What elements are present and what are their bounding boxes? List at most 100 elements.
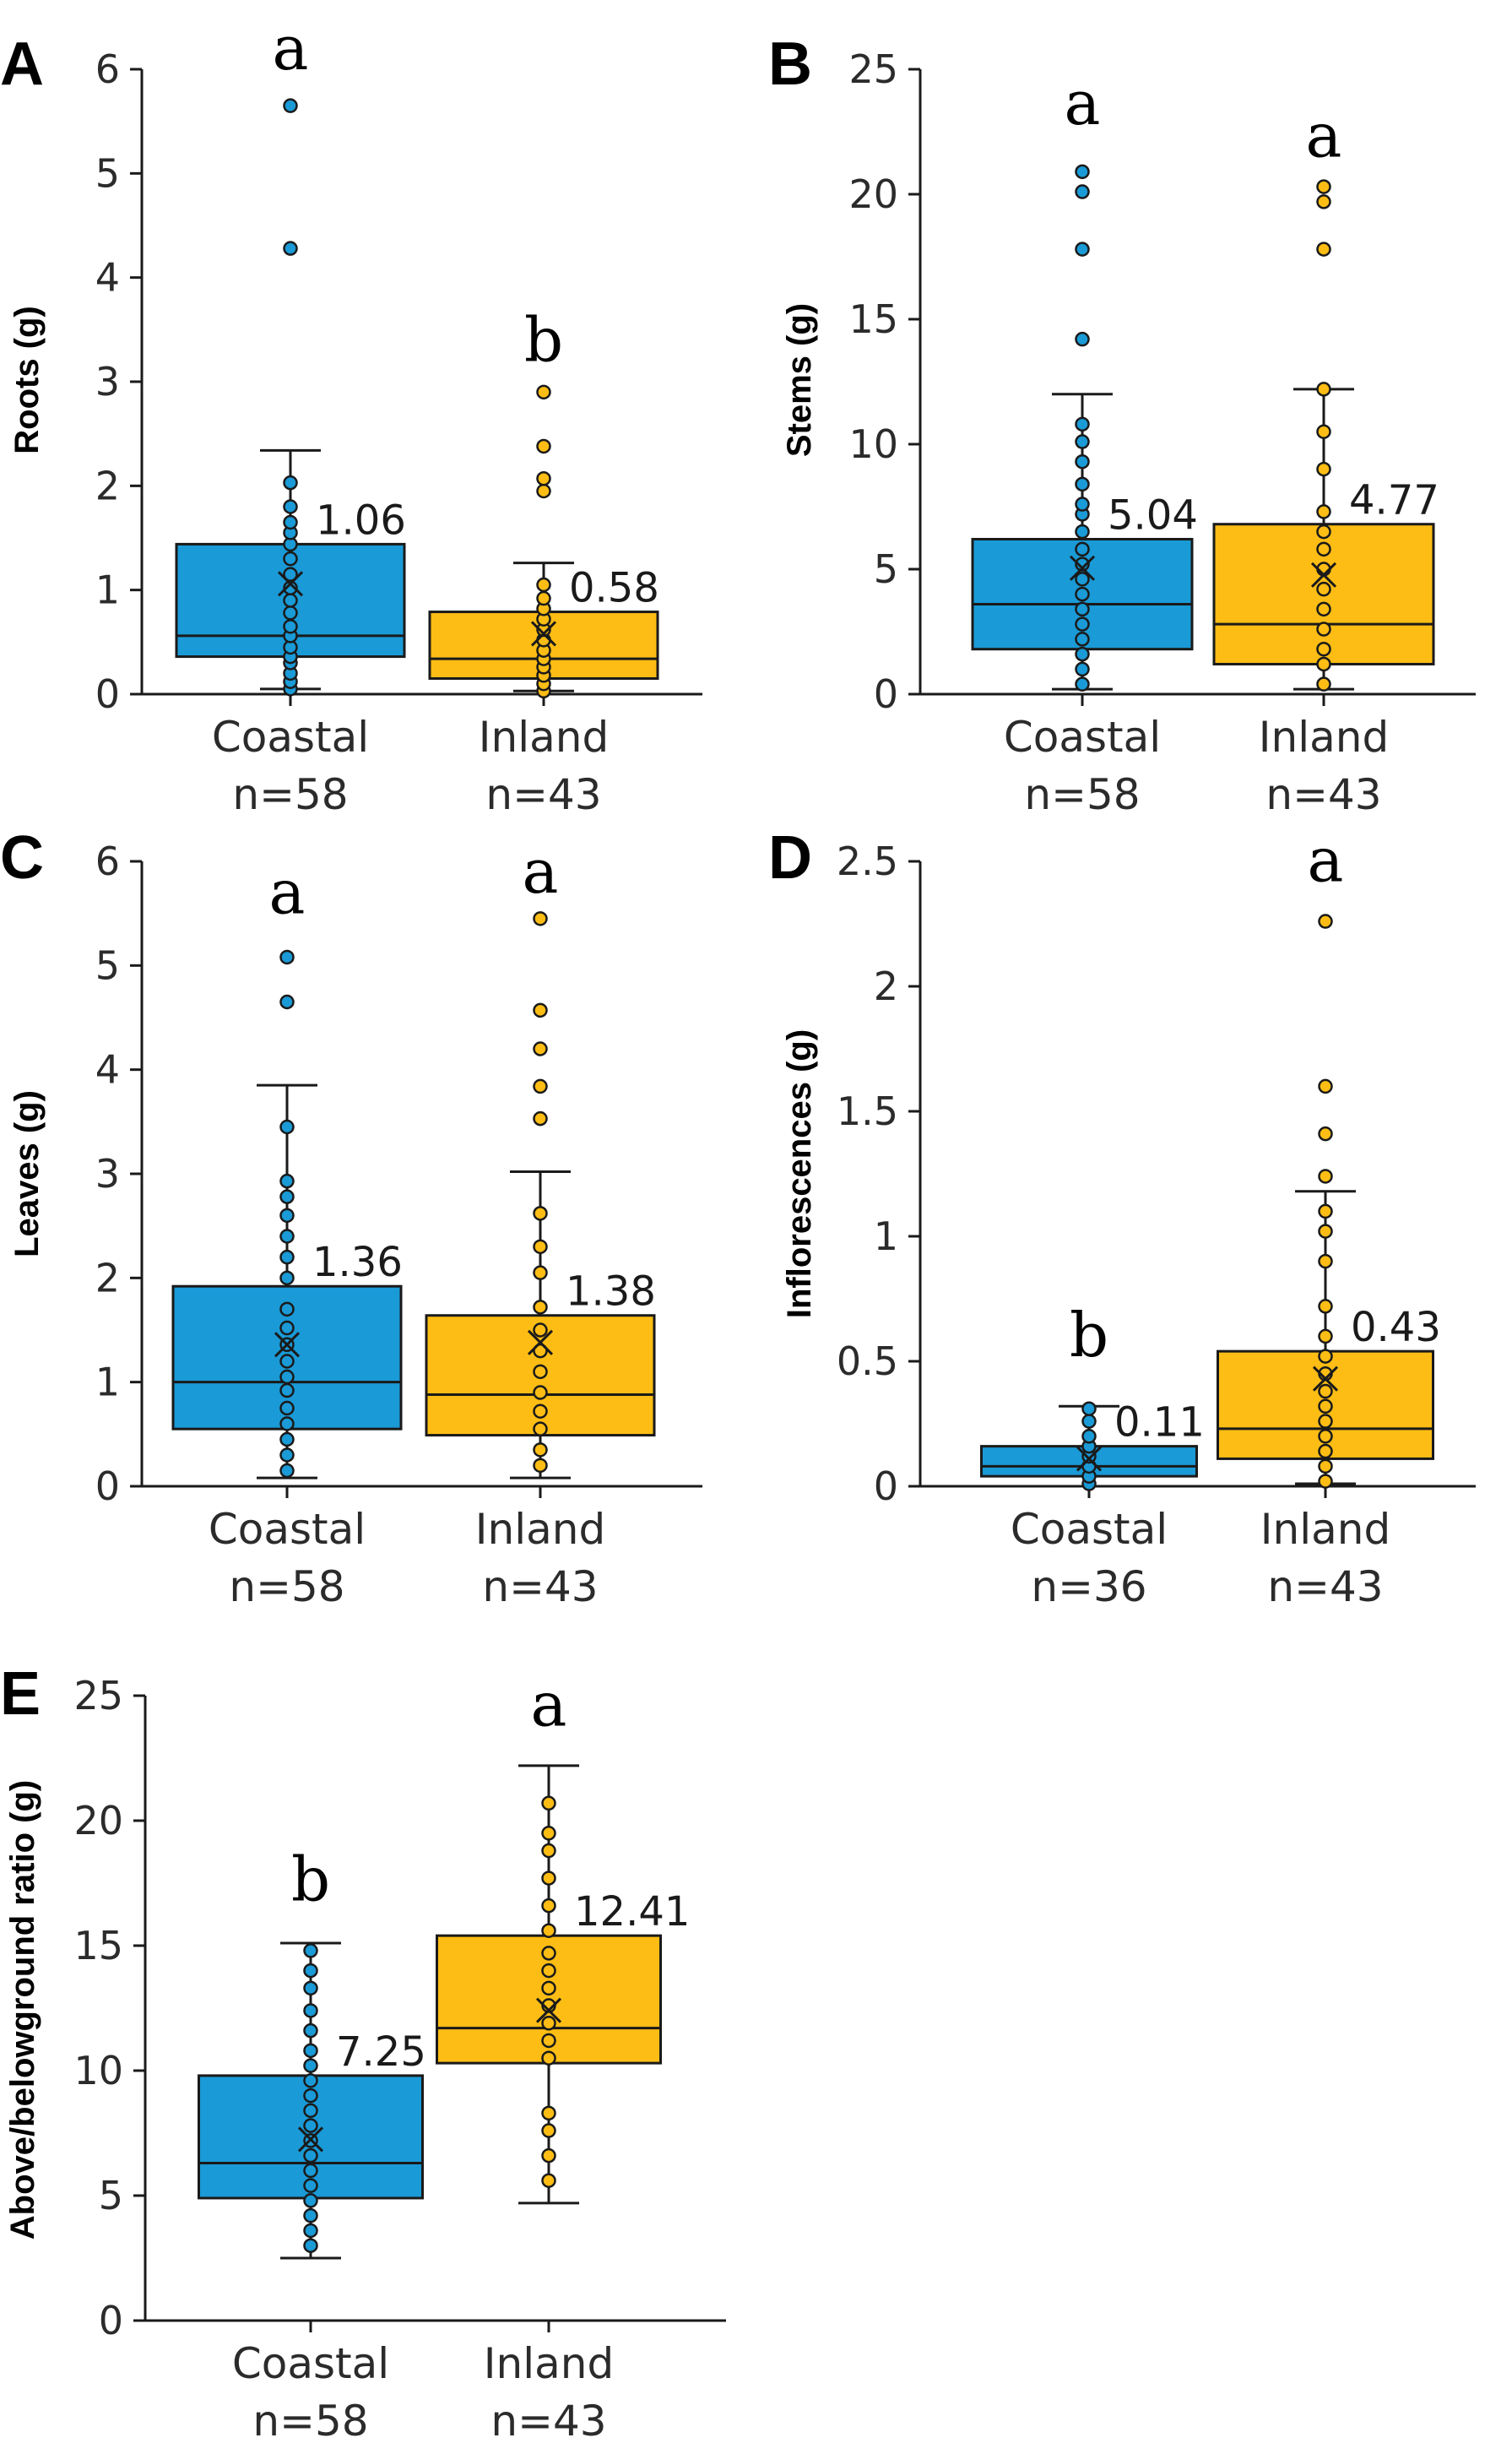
mean-marker — [1310, 562, 1337, 588]
y-tick-label: 0 — [874, 1463, 898, 1509]
mean-label: 1.38 — [566, 1268, 656, 1316]
data-point — [1318, 1203, 1333, 1219]
data-point — [1075, 434, 1090, 449]
panel-letter: D — [768, 824, 812, 892]
plot-area: 0 5 10 15 20 25 7.25 b Coastal n=58 12.41 a Inland n=… — [73, 1669, 726, 2446]
data-point — [1075, 184, 1090, 199]
data-point — [303, 2118, 318, 2133]
y-tick-label: 6 — [95, 839, 120, 884]
y-tick-label: 1.5 — [837, 1089, 898, 1134]
y-tick-label: 0 — [874, 671, 898, 717]
data-point — [303, 2147, 318, 2164]
y-tick-label: 1 — [874, 1213, 898, 1259]
significance-letter: a — [269, 857, 306, 928]
data-point — [303, 2058, 318, 2073]
sample-size-label: n=43 — [490, 2397, 606, 2446]
data-point — [541, 2033, 556, 2049]
data-point — [536, 590, 551, 606]
y-tick-label: 2.5 — [837, 839, 898, 884]
data-point — [303, 2238, 318, 2253]
data-point — [1318, 1328, 1333, 1344]
mean-marker — [297, 2126, 324, 2153]
data-point — [279, 1354, 295, 1369]
data-point — [541, 2173, 556, 2188]
data-point — [303, 2207, 318, 2223]
data-point — [1316, 382, 1331, 397]
data-point — [279, 949, 295, 965]
data-point — [283, 98, 298, 113]
y-axis-label: Above/belowground ratio (g) — [4, 1780, 41, 2240]
data-point — [303, 2163, 318, 2179]
plot-area: 0 1 2 3 4 5 6 1.36 a Coastal n=58 1.38 a Inland n=43 — [95, 836, 702, 1611]
plot-area: 0 0.5 1 1.5 2 2.5 0.11b Coastal n=36 0.43 a Inland n… — [837, 825, 1476, 1611]
data-point — [1075, 601, 1090, 617]
data-point — [1316, 622, 1331, 637]
data-point — [279, 1447, 295, 1463]
data-point — [1318, 1414, 1333, 1429]
data-point — [533, 1078, 548, 1094]
y-tick-label: 1 — [95, 1360, 120, 1405]
mean-label: 7.25 — [336, 2028, 426, 2076]
y-tick-label: 4 — [95, 1047, 120, 1093]
panel-a: A Roots (g) 0 1 2 3 4 5 6 1.06 a Coastal n=58 0.58 b… — [0, 13, 702, 819]
data-point — [1318, 1349, 1333, 1364]
mean-label: 1.06 — [316, 497, 406, 544]
mean-marker — [1076, 1446, 1103, 1472]
data-point — [1318, 1126, 1333, 1142]
data-point — [1081, 1401, 1097, 1416]
data-point — [533, 1265, 548, 1280]
significance-letter: a — [1306, 100, 1342, 171]
data-point — [279, 1119, 295, 1135]
data-point — [533, 1458, 548, 1474]
data-point — [1075, 524, 1090, 540]
y-axis-label: Stems (g) — [781, 303, 818, 457]
data-point — [533, 1206, 548, 1221]
data-point — [279, 1173, 295, 1189]
sample-size-label: n=36 — [1031, 1562, 1146, 1611]
data-point — [1318, 1443, 1333, 1459]
data-point — [536, 384, 551, 400]
data-point — [303, 1980, 318, 1996]
data-point — [1316, 524, 1331, 540]
data-point — [1318, 1299, 1333, 1314]
data-point — [541, 2123, 556, 2138]
data-point — [303, 2073, 318, 2088]
plot-area: 0 1 2 3 4 5 6 1.06 a Coastal n=58 0.58 b Inland n=43 — [95, 13, 702, 819]
data-point — [1075, 242, 1090, 257]
data-point — [533, 1442, 548, 1458]
mean-label: 0.11 — [1114, 1399, 1205, 1447]
data-point — [303, 2223, 318, 2239]
category-label: Inland — [479, 713, 609, 762]
mean-label: 0.43 — [1351, 1304, 1441, 1351]
y-tick-label: 0 — [95, 671, 120, 717]
data-point — [1081, 1429, 1097, 1444]
data-point — [303, 1963, 318, 1979]
data-point — [1316, 194, 1331, 209]
data-point — [533, 1239, 548, 1255]
data-point — [303, 2043, 318, 2059]
y-tick-label: 5 — [874, 546, 898, 592]
sample-size-label: n=43 — [1267, 1562, 1383, 1611]
y-tick-label: 5 — [95, 150, 120, 196]
data-point — [303, 2178, 318, 2193]
data-point — [303, 2103, 318, 2119]
data-point — [1075, 616, 1090, 632]
y-tick-label: 2 — [95, 1255, 120, 1300]
data-point — [279, 1320, 295, 1336]
data-point — [1316, 581, 1331, 597]
data-point — [536, 577, 551, 593]
y-tick-label: 4 — [95, 255, 120, 301]
mean-marker — [527, 1329, 554, 1355]
data-point — [1075, 453, 1090, 470]
category-label: Coastal — [209, 1505, 366, 1554]
category-label: Inland — [1260, 1505, 1390, 1554]
data-point — [1318, 1169, 1333, 1184]
data-point — [303, 2003, 318, 2018]
data-point — [541, 1826, 556, 1841]
category-label: Inland — [484, 2339, 614, 2388]
data-point — [283, 499, 298, 514]
category-label: Coastal — [1011, 1505, 1168, 1554]
data-point — [541, 1963, 556, 1979]
sample-size-label: n=43 — [485, 770, 601, 819]
sample-size-label: n=58 — [232, 770, 348, 819]
